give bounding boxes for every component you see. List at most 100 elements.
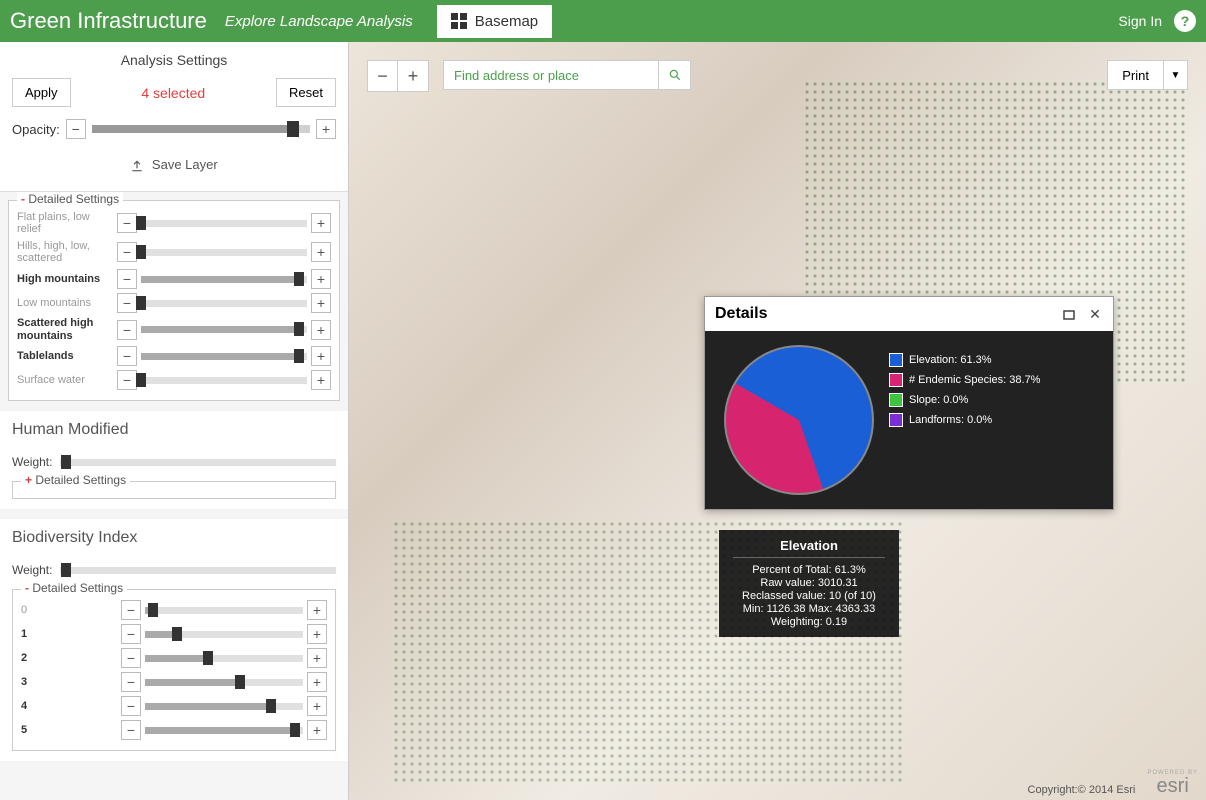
setting-minus[interactable]: − bbox=[117, 269, 137, 289]
setting-minus[interactable]: − bbox=[121, 720, 141, 740]
tooltip-line: Reclassed value: 10 (of 10) bbox=[733, 590, 885, 602]
pie-chart[interactable] bbox=[724, 345, 874, 495]
opacity-minus[interactable]: − bbox=[66, 119, 86, 139]
copyright-text: Copyright:© 2014 Esri bbox=[1028, 784, 1136, 796]
setting-plus[interactable]: + bbox=[311, 293, 331, 313]
setting-slider[interactable] bbox=[145, 727, 303, 734]
setting-label: 3 bbox=[21, 676, 117, 689]
setting-slider[interactable] bbox=[141, 377, 307, 384]
setting-row: Scattered high mountains − + bbox=[17, 317, 331, 342]
legend-swatch bbox=[889, 353, 903, 367]
setting-plus[interactable]: + bbox=[311, 269, 331, 289]
tooltip-line: Weighting: 0.19 bbox=[733, 616, 885, 628]
setting-minus[interactable]: − bbox=[121, 648, 141, 668]
basemap-icon bbox=[451, 13, 467, 29]
setting-plus[interactable]: + bbox=[311, 320, 331, 340]
setting-minus[interactable]: − bbox=[121, 600, 141, 620]
setting-row: 4 − + bbox=[21, 696, 327, 716]
basemap-button[interactable]: Basemap bbox=[437, 5, 552, 38]
setting-row: 5 − + bbox=[21, 720, 327, 740]
close-icon[interactable]: ✕ bbox=[1087, 306, 1103, 322]
apply-button[interactable]: Apply bbox=[12, 78, 71, 107]
details-popup: Details ✕ Elevation: 61.3%# Endemic Spec… bbox=[704, 296, 1114, 510]
setting-plus[interactable]: + bbox=[311, 242, 331, 262]
setting-slider[interactable] bbox=[141, 220, 307, 227]
setting-label: Surface water bbox=[17, 374, 113, 387]
setting-label: Low mountains bbox=[17, 297, 113, 310]
hm-weight-slider[interactable] bbox=[60, 459, 336, 466]
setting-minus[interactable]: − bbox=[117, 213, 137, 233]
app-title: Green Infrastructure bbox=[10, 8, 207, 34]
setting-row: High mountains − + bbox=[17, 269, 331, 289]
bio-detailed-settings: - Detailed Settings 0 − + 1 − + 2 − + bbox=[12, 589, 336, 751]
setting-minus[interactable]: − bbox=[117, 293, 137, 313]
setting-label: 2 bbox=[21, 652, 117, 665]
setting-slider[interactable] bbox=[145, 703, 303, 710]
setting-minus[interactable]: − bbox=[121, 672, 141, 692]
zoom-controls: − + bbox=[367, 60, 429, 92]
maximize-icon[interactable] bbox=[1061, 306, 1077, 322]
bio-weight-slider[interactable] bbox=[60, 567, 336, 574]
tooltip-title: Elevation bbox=[733, 538, 885, 558]
reset-button[interactable]: Reset bbox=[276, 78, 336, 107]
setting-plus[interactable]: + bbox=[311, 346, 331, 366]
legend-swatch bbox=[889, 393, 903, 407]
setting-plus[interactable]: + bbox=[307, 624, 327, 644]
setting-plus[interactable]: + bbox=[307, 696, 327, 716]
setting-slider[interactable] bbox=[141, 249, 307, 256]
setting-row: 1 − + bbox=[21, 624, 327, 644]
setting-slider[interactable] bbox=[141, 326, 307, 333]
setting-plus[interactable]: + bbox=[311, 370, 331, 390]
setting-row: 0 − + bbox=[21, 600, 327, 620]
setting-slider[interactable] bbox=[145, 655, 303, 662]
legend-item: Landforms: 0.0% bbox=[889, 413, 1099, 427]
hm-weight-label: Weight: bbox=[12, 455, 52, 469]
chevron-down-icon[interactable]: ▼ bbox=[1163, 61, 1187, 89]
setting-label: 1 bbox=[21, 628, 117, 641]
search-button[interactable] bbox=[658, 61, 690, 89]
setting-slider[interactable] bbox=[141, 353, 307, 360]
setting-plus[interactable]: + bbox=[307, 600, 327, 620]
setting-slider[interactable] bbox=[145, 679, 303, 686]
setting-plus[interactable]: + bbox=[307, 720, 327, 740]
opacity-plus[interactable]: + bbox=[316, 119, 336, 139]
setting-minus[interactable]: − bbox=[121, 624, 141, 644]
landform-detailed-settings: - Detailed Settings Flat plains, low rel… bbox=[8, 200, 340, 402]
setting-minus[interactable]: − bbox=[117, 320, 137, 340]
signin-link[interactable]: Sign In bbox=[1118, 13, 1162, 29]
zoom-out-button[interactable]: − bbox=[368, 61, 398, 91]
legend-label: Slope: 0.0% bbox=[909, 394, 968, 406]
setting-minus[interactable]: − bbox=[121, 696, 141, 716]
pie-legend: Elevation: 61.3%# Endemic Species: 38.7%… bbox=[889, 345, 1099, 495]
setting-plus[interactable]: + bbox=[311, 213, 331, 233]
setting-minus[interactable]: − bbox=[117, 242, 137, 262]
biodiversity-section: Biodiversity Index Weight: - Detailed Se… bbox=[0, 519, 348, 761]
setting-slider[interactable] bbox=[145, 607, 303, 614]
setting-slider[interactable] bbox=[141, 300, 307, 307]
legend-item: Elevation: 61.3% bbox=[889, 353, 1099, 367]
setting-plus[interactable]: + bbox=[307, 648, 327, 668]
setting-minus[interactable]: − bbox=[117, 370, 137, 390]
save-layer-button[interactable]: Save Layer bbox=[12, 149, 336, 181]
setting-row: Surface water − + bbox=[17, 370, 331, 390]
setting-row: Hills, high, low, scattered − + bbox=[17, 240, 331, 265]
details-title: Details bbox=[715, 305, 1051, 323]
setting-slider[interactable] bbox=[141, 276, 307, 283]
upload-icon bbox=[130, 159, 144, 173]
help-icon[interactable]: ? bbox=[1174, 10, 1196, 32]
zoom-in-button[interactable]: + bbox=[398, 61, 428, 91]
print-label[interactable]: Print bbox=[1108, 61, 1163, 89]
hm-detailed-settings[interactable]: + Detailed Settings bbox=[12, 481, 336, 499]
setting-label: Tablelands bbox=[17, 350, 113, 363]
biodiversity-title: Biodiversity Index bbox=[12, 529, 336, 547]
map[interactable]: − + Print ▼ Details ✕ bbox=[349, 42, 1206, 800]
settings-title: Analysis Settings bbox=[12, 52, 336, 68]
setting-slider[interactable] bbox=[145, 631, 303, 638]
setting-minus[interactable]: − bbox=[117, 346, 137, 366]
bio-weight-label: Weight: bbox=[12, 563, 52, 577]
search-input[interactable] bbox=[444, 61, 658, 89]
setting-plus[interactable]: + bbox=[307, 672, 327, 692]
print-dropdown[interactable]: Print ▼ bbox=[1107, 60, 1188, 90]
opacity-slider[interactable] bbox=[92, 125, 310, 133]
legend-label: Landforms: 0.0% bbox=[909, 414, 992, 426]
